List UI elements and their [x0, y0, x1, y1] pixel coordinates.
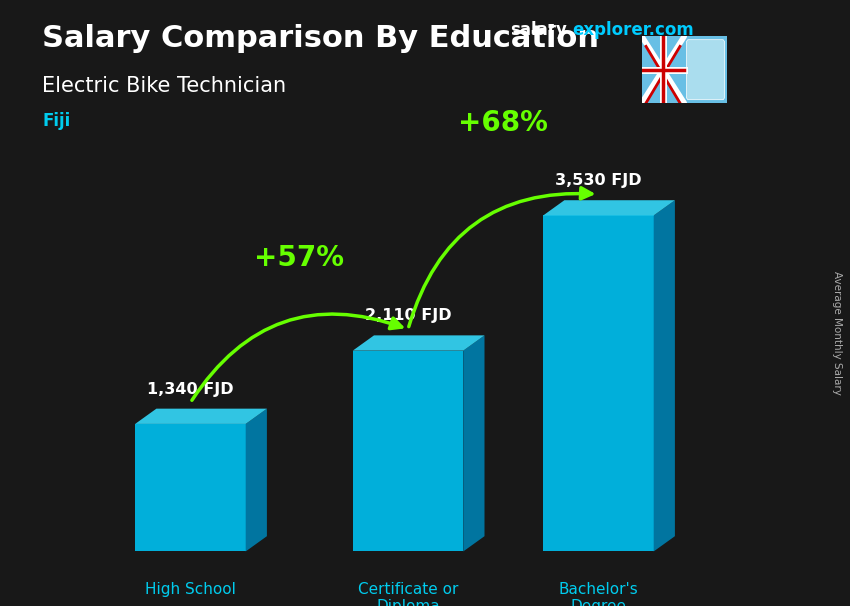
Text: Salary Comparison By Education: Salary Comparison By Education — [42, 24, 599, 53]
Text: Fiji: Fiji — [42, 112, 71, 130]
Polygon shape — [463, 335, 484, 551]
Polygon shape — [353, 335, 484, 351]
Text: +68%: +68% — [458, 109, 548, 138]
Text: Certificate or
Diploma: Certificate or Diploma — [358, 582, 458, 606]
Text: Average Monthly Salary: Average Monthly Salary — [832, 271, 842, 395]
Text: +57%: +57% — [254, 244, 344, 273]
Text: Bachelor's
Degree: Bachelor's Degree — [558, 582, 638, 606]
Text: salary: salary — [510, 21, 567, 39]
Bar — [353, 351, 463, 551]
Bar — [543, 216, 654, 551]
Text: High School: High School — [145, 582, 235, 597]
Text: Electric Bike Technician: Electric Bike Technician — [42, 76, 286, 96]
Bar — [135, 424, 246, 551]
Polygon shape — [246, 408, 267, 551]
Polygon shape — [654, 200, 675, 551]
Polygon shape — [135, 408, 267, 424]
Text: explorer.com: explorer.com — [572, 21, 694, 39]
Polygon shape — [543, 200, 675, 216]
Text: 3,530 FJD: 3,530 FJD — [555, 173, 642, 188]
FancyBboxPatch shape — [686, 40, 724, 99]
Text: 1,340 FJD: 1,340 FJD — [147, 382, 234, 396]
Text: 2,110 FJD: 2,110 FJD — [365, 308, 451, 323]
